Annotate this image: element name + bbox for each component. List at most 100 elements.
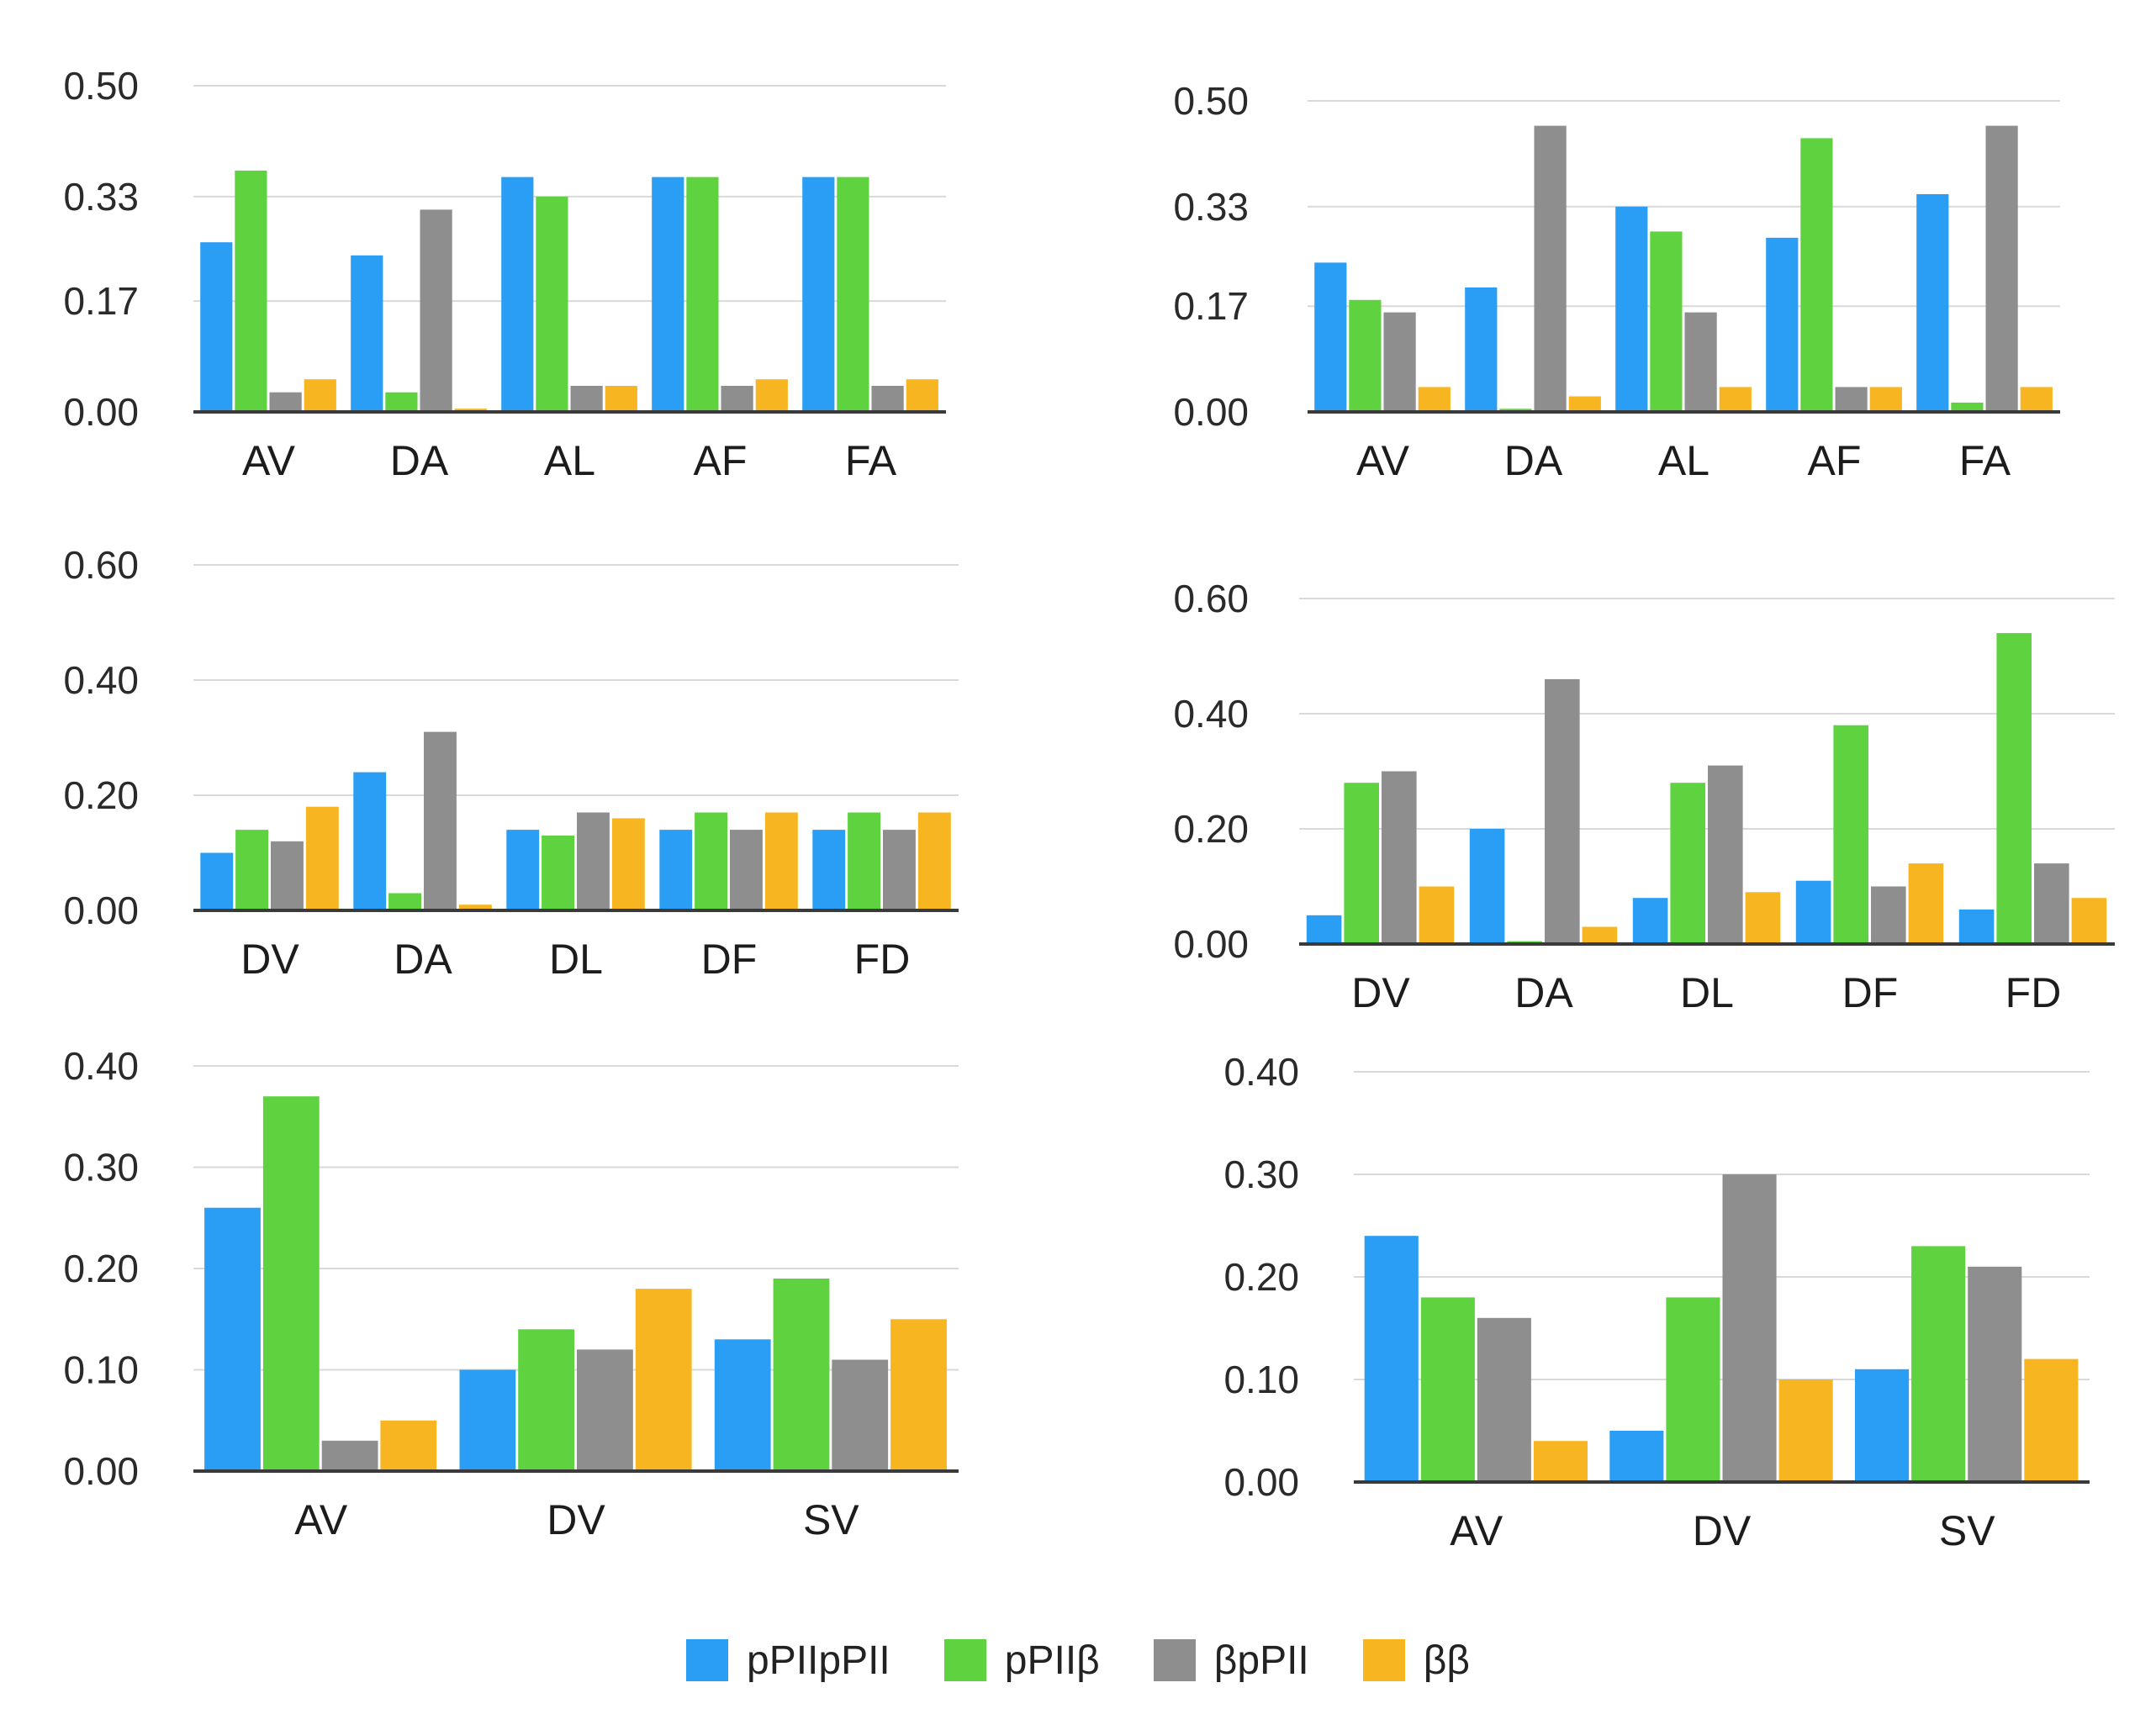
x-tick-label: DV <box>240 936 299 983</box>
legend-swatch-betapPII <box>1153 1639 1196 1681</box>
y-tick-label: 0.40 <box>1223 1050 1299 1094</box>
x-tick-label: AV <box>1356 437 1410 484</box>
bar-AF-pPIIpPII <box>1766 237 1799 412</box>
chart-panel-top-left: 0.00 0.17 0.33 0.50 AV DA AL AF FA <box>63 64 946 484</box>
chart-panel-middle-right: 0.00 0.20 0.40 0.60 DV DA DL DF FD <box>1173 577 2115 1016</box>
bar-DF-pPIIβ <box>695 812 727 910</box>
bar-FA-ββ <box>906 379 938 412</box>
bar-AV-βpPII <box>269 392 302 412</box>
bar-AL-βpPII <box>1684 312 1717 412</box>
y-tick-label: 0.00 <box>1223 1460 1299 1504</box>
y-tick-label: 0.20 <box>1223 1255 1299 1299</box>
bar-DA-pPIIpPII <box>1465 287 1498 412</box>
bar-FD-pPIIpPII <box>1958 909 1995 944</box>
x-tick-label: DF <box>1842 969 1899 1016</box>
bar-AF-βpPII <box>1835 387 1868 412</box>
chart-panel-bottom-right: 0.00 0.10 0.20 0.30 0.40 AV DV SV <box>1223 1050 2090 1554</box>
bar-FD-ββ <box>2071 898 2107 944</box>
bar-DV-ββ <box>1419 886 1455 944</box>
legend-label-betapPII: βpPII <box>1213 1638 1309 1683</box>
x-tick-label: DV <box>1351 969 1410 1016</box>
bar-DV-ββ <box>635 1289 692 1471</box>
y-tick-label: 0.17 <box>1173 284 1249 328</box>
bar-AV-βpPII <box>1383 312 1416 412</box>
chart-panel-middle-left: 0.00 0.20 0.40 0.60 DV DA DL DF FD <box>63 543 959 983</box>
bar-DA-βpPII <box>1545 678 1580 944</box>
bar-AF-ββ <box>1869 387 1902 412</box>
legend-swatch-pPIIbeta <box>943 1639 986 1681</box>
x-tick-label: DV <box>547 1496 605 1543</box>
bar-DA-pPIIβ <box>388 893 421 910</box>
bar-DF-pPIIpPII <box>1795 880 1831 944</box>
bar-DA-βpPII <box>424 731 457 910</box>
bar-SV-βpPII <box>1968 1266 2022 1482</box>
bar-AV-ββ <box>380 1420 437 1472</box>
x-tick-label: DA <box>1504 437 1563 484</box>
x-tick-label: AL <box>544 437 595 484</box>
x-tick-label: AV <box>242 437 296 484</box>
y-tick-label: 0.40 <box>63 1044 139 1088</box>
bar-DL-βpPII <box>1708 765 1743 944</box>
y-tick-label: 0.20 <box>1173 807 1249 851</box>
y-tick-label: 0.33 <box>1173 185 1249 229</box>
bar-SV-ββ <box>2024 1358 2079 1482</box>
bar-AV-pPIIpPII <box>1364 1236 1419 1482</box>
bar-AV-pPIIpPII <box>204 1207 261 1471</box>
legend-label-pPIIbeta: pPIIβ <box>1004 1638 1100 1683</box>
bar-DV-βpPII <box>1722 1174 1777 1482</box>
y-tick-label: 0.33 <box>63 175 139 219</box>
bar-DV-pPIIpPII <box>1609 1431 1664 1482</box>
bar-DA-pPIIpPII <box>1469 829 1505 944</box>
bar-SV-pPIIβ <box>773 1279 830 1471</box>
bar-AF-ββ <box>755 379 788 412</box>
x-tick-label: AL <box>1658 437 1709 484</box>
legend-swatch-pPIIpPII <box>686 1639 728 1681</box>
y-tick-label: 0.30 <box>63 1146 139 1189</box>
y-tick-label: 0.10 <box>1223 1358 1299 1401</box>
bar-FD-ββ <box>917 812 951 910</box>
bar-DV-pPIIβ <box>1666 1297 1720 1482</box>
x-tick-label: FA <box>1959 437 2011 484</box>
bar-FA-ββ <box>2020 387 2053 412</box>
bar-DL-pPIIβ <box>1670 783 1705 944</box>
bar-DV-pPIIpPII <box>200 852 234 910</box>
legend-item-pPIIbeta: pPIIβ <box>943 1638 1100 1684</box>
bar-AL-pPIIpPII <box>1615 206 1648 412</box>
legend-item-betapPII: βpPII <box>1153 1638 1309 1684</box>
bar-DV-βpPII <box>577 1349 633 1471</box>
bar-AF-βpPII <box>721 386 753 412</box>
bar-AF-pPIIβ <box>1800 138 1833 412</box>
bar-AL-pPIIβ <box>1650 231 1683 412</box>
bar-AF-pPIIpPII <box>652 177 684 412</box>
bar-DV-βpPII <box>1382 771 1417 944</box>
bar-DF-βpPII <box>1871 886 1906 944</box>
legend-item-pPIIpPII: pPIIpPII <box>686 1638 890 1684</box>
bar-AV-βpPII <box>1477 1317 1531 1482</box>
y-tick-label: 0.60 <box>1173 577 1249 620</box>
y-tick-label: 0.00 <box>63 1449 139 1493</box>
bar-DV-ββ <box>1778 1379 1833 1482</box>
bar-DV-pPIIpPII <box>459 1369 516 1471</box>
bar-FA-pPIIpPII <box>1916 194 1949 412</box>
x-tick-label: DF <box>701 936 758 983</box>
bar-DA-ββ <box>1568 396 1601 412</box>
bar-DF-βpPII <box>730 830 763 910</box>
x-tick-label: DL <box>549 936 603 983</box>
bar-DL-ββ <box>1745 892 1781 944</box>
bar-DV-pPIIβ <box>235 830 268 910</box>
bar-DA-pPIIβ <box>385 392 418 412</box>
legend-label-pPIIpPII: pPIIpPII <box>747 1638 890 1683</box>
x-tick-label: DA <box>394 936 452 983</box>
y-tick-label: 0.00 <box>1173 922 1249 966</box>
bar-AV-βpPII <box>321 1440 378 1471</box>
bar-FD-βpPII <box>2034 863 2069 944</box>
bar-DL-βpPII <box>577 812 610 910</box>
bar-DL-pPIIβ <box>542 836 574 910</box>
y-tick-label: 0.20 <box>63 1247 139 1290</box>
legend: pPIIpPII pPIIβ βpPII ββ <box>0 1631 2156 1690</box>
bar-SV-pPIIpPII <box>1855 1369 1910 1482</box>
x-tick-label: DV <box>1693 1507 1752 1554</box>
y-tick-label: 0.00 <box>63 390 139 434</box>
x-tick-label: AV <box>294 1496 348 1543</box>
